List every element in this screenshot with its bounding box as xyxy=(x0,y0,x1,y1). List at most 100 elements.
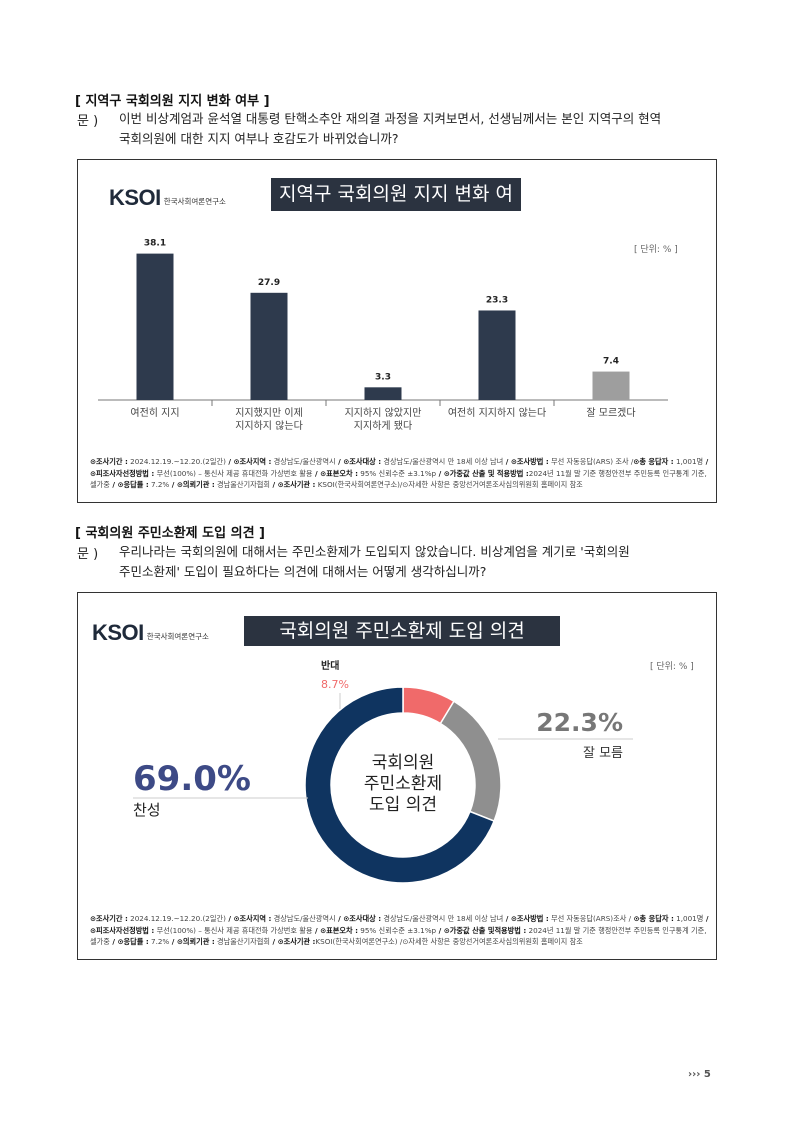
footnote-item: 적용방법 : 2024년 11월 말 기준 행정안전부 주민등록 인구통계 기준… xyxy=(90,926,707,947)
footnote-key: / ⊙조사기관 : xyxy=(269,937,316,946)
question-line-2: 국회의원에 대한 지지 여부나 호감도가 바뀌었습니까? xyxy=(119,131,399,146)
chart-panel-recall-system: KSOI 한국사회여론연구소 국회의원 주민소환제 도입 의견 [ 단위: % … xyxy=(77,592,717,960)
donut-slice xyxy=(304,686,496,884)
bar xyxy=(136,253,174,400)
bar xyxy=(364,387,402,400)
footnote-value: 1,001명 xyxy=(673,457,704,466)
chart-panel-support-change: KSOI 한국사회여론연구소 지역구 국회의원 지지 변화 여부 [ 단위: %… xyxy=(77,159,717,503)
footnote-key: / ⊙표본오차 : xyxy=(312,925,358,935)
ksoi-logo-org: 한국사회여론연구소 xyxy=(163,196,226,206)
ksoi-logo: KSOI 한국사회여론연구소 xyxy=(92,620,209,646)
footnote-value: 무선 자동응답(ARS) xyxy=(548,914,614,923)
footnote-value: /⊙자세한 사항은 중앙선거여론조사심의위원회 홈페이지 참조 xyxy=(399,480,583,489)
survey-footnote: ⊙조사기간 : 2024.12.19.~12.20.(2일간) / ⊙조사지역 … xyxy=(90,913,710,948)
bar-value-label: 27.9 xyxy=(258,278,280,288)
donut-center-line-1: 국회의원 xyxy=(371,753,435,773)
bar xyxy=(250,292,288,400)
chart-title: 국회의원 주민소환제 도입 의견 xyxy=(244,616,560,646)
footnote-key: / ⊙피조사자선정방법 : xyxy=(90,457,709,478)
section-title-support-change: [ 지역구 국회의원 지지 변화 여부 ] xyxy=(75,94,270,109)
footnote-item: 조사 / xyxy=(613,914,631,923)
footnote-item: ⊙총 응답자 : 1,001명 xyxy=(631,914,704,923)
unit-label: [ 단위: % ] xyxy=(634,245,678,255)
footnote-value: 조사 / xyxy=(613,914,632,923)
donut-center-line-2: 주민소환제 xyxy=(363,774,443,794)
footnote-key: / ⊙조사방법 : xyxy=(503,914,549,923)
footnote-item: / ⊙조사대상 : 경상남도/울산광역시 만 18세 이상 남녀 xyxy=(335,457,504,466)
footnote-key: / ⊙조사지역 : xyxy=(225,914,272,923)
footnote-item: / ⊙응답률 : 7.2% xyxy=(110,937,169,946)
category-label: 여전히 지지 xyxy=(130,407,179,419)
footnote-key: / ⊙조사지역 : xyxy=(225,457,272,466)
question-line-1: 이번 비상계엄과 윤석열 대통령 탄핵소추안 재의결 과정을 지켜보면서, 선생… xyxy=(119,111,662,126)
footnote-value: 7.2% xyxy=(148,937,170,946)
slice-name-label: 잘 모름 xyxy=(583,746,623,761)
footnote-value: 2024.12.19.~12.20.(2일간) xyxy=(127,914,226,923)
question-line-2: 주민소환제' 도입이 필요하다는 의견에 대해서는 어떻게 생각하십니까? xyxy=(119,564,487,579)
footnote-value: 1,001명 xyxy=(673,914,704,923)
footnote-key: / ⊙가중값 산출 및 xyxy=(436,925,495,935)
footnote-item: KSOI(한국사회여론연구소) xyxy=(315,937,397,946)
slice-value-label: 8.7% xyxy=(321,678,349,691)
bar-value-label: 3.3 xyxy=(375,372,391,382)
ksoi-logo-mark: KSOI xyxy=(109,185,161,211)
slice-name-label: 반대 xyxy=(321,659,339,672)
page-arrows-icon: ››› xyxy=(688,1069,701,1080)
footnote-key: ⊙조사기간 : xyxy=(90,457,128,466)
footnote-value: 경상남도/울산광역시 만 18세 이상 남녀 xyxy=(381,457,504,466)
footnote-value: 95% 신뢰수준 ±3.1%p xyxy=(357,468,437,478)
donut-center-label: 국회의원 주민소환제 도입 의견 xyxy=(348,753,458,816)
footnote-key: / ⊙의뢰기관 : xyxy=(169,480,215,489)
footnote-item: / ⊙조사대상 : 경상남도/울산광역시 만 18세 이상 남녀 xyxy=(335,914,504,923)
footnote-value: 경상남도/울산광역시 xyxy=(271,457,336,466)
donut-center-line-3: 도입 의견 xyxy=(369,795,437,815)
footnote-item: / ⊙조사방법 : 무선 자동응답(ARS) 조사 / xyxy=(503,457,634,466)
footnote-key: / ⊙피조사자선정방법 : xyxy=(90,914,709,935)
footnote-value: 무선(100%) – 통신사 제공 휴대전화 가상번호 활용 xyxy=(154,925,313,935)
footnote-item: / ⊙조사방법 : 무선 자동응답(ARS) xyxy=(503,914,613,923)
footnote-value: /⊙자세한 사항은 중앙선거여론조사심의위원회 홈페이지 참조 xyxy=(397,937,583,946)
question-line-1: 우리나라는 국회의원에 대해서는 주민소환제가 도입되지 않았습니다. 비상계엄… xyxy=(119,544,630,559)
footnote-value: KSOI(한국사회여론연구소) xyxy=(315,480,400,489)
footnote-key: / ⊙응답률 : xyxy=(109,480,149,489)
footnote-key: / ⊙조사대상 : xyxy=(335,457,382,466)
footnote-value: 무선 자동응답(ARS) 조사 / xyxy=(548,457,634,466)
category-label: 지지하게 됐다 xyxy=(354,419,412,432)
footnote-item: /⊙자세한 사항은 중앙선거여론조사심의위원회 홈페이지 참조 xyxy=(398,937,583,946)
bar xyxy=(592,371,630,400)
bar xyxy=(478,310,516,400)
footnote-value: 2024년 11월 말 기준 행정안전부 주민등록 인구통계 기준, 셀가중 xyxy=(90,468,707,490)
footnote-item: / ⊙피조사자선정방법 : 무선(100%) – 통신사 제공 휴대전화 가상번… xyxy=(90,914,709,935)
footnote-key: / ⊙조사대상 : xyxy=(335,914,382,923)
footnote-item: / ⊙조사지역 : 경상남도/울산광역시 xyxy=(225,914,335,923)
footnote-item: / ⊙표본오차 : 95% 신뢰수준 ±3.1%p xyxy=(312,926,436,935)
footnote-value: 2024.12.19.~12.20.(2일간) xyxy=(127,457,226,466)
footnote-item: / ⊙가중값 산출 및 적용방법 : xyxy=(436,469,529,478)
footnote-item: / ⊙조사기관 : xyxy=(270,937,315,946)
footnote-value: KSOI(한국사회여론연구소) xyxy=(315,937,398,946)
question-text: 이번 비상계엄과 윤석열 대통령 탄핵소추안 재의결 과정을 지켜보면서, 선생… xyxy=(119,109,739,149)
page-number: ››› 5 xyxy=(688,1069,711,1080)
footnote-value: 경남울산기자협회 xyxy=(214,480,270,489)
slice-value-label: 69.0% xyxy=(133,759,251,799)
category-label: 지지하지 않는다 xyxy=(235,419,303,432)
bar-value-label: 7.4 xyxy=(603,357,619,367)
footnote-item: ⊙총 응답자 : 1,001명 xyxy=(633,457,703,466)
footnote-value: 경상남도/울산광역시 만 18세 이상 남녀 xyxy=(381,914,504,923)
ksoi-logo-text: KSOI xyxy=(109,185,161,210)
footnote-key: / ⊙조사방법 : xyxy=(503,457,549,466)
footnote-key: / ⊙응답률 : xyxy=(109,937,149,946)
footnote-value: 2024년 11월 말 기준 행정안전부 주민등록 인구통계 기준, 셀가중 xyxy=(90,925,707,947)
footnote-item: 2024년 11월 말 기준 행정안전부 주민등록 인구통계 기준, 셀가중 xyxy=(90,469,707,490)
footnote-key: / ⊙의뢰기관 : xyxy=(169,937,215,946)
footnote-value: 95% 신뢰수준 ±3.1%p xyxy=(357,925,437,935)
category-label: 지지하지 않았지만 xyxy=(345,406,422,419)
slice-name-label: 찬성 xyxy=(133,801,161,819)
footnote-item: / ⊙조사기관 : KSOI(한국사회여론연구소) xyxy=(270,480,400,489)
footnote-item: ⊙조사기간 : 2024.12.19.~12.20.(2일간) xyxy=(90,457,226,466)
footnote-key: ⊙조사기간 : xyxy=(90,914,128,923)
footnote-item: ⊙조사기간 : 2024.12.19.~12.20.(2일간) xyxy=(90,914,226,923)
bar-value-label: 23.3 xyxy=(486,295,508,305)
footnote-item: / ⊙조사지역 : 경상남도/울산광역시 xyxy=(225,457,336,466)
